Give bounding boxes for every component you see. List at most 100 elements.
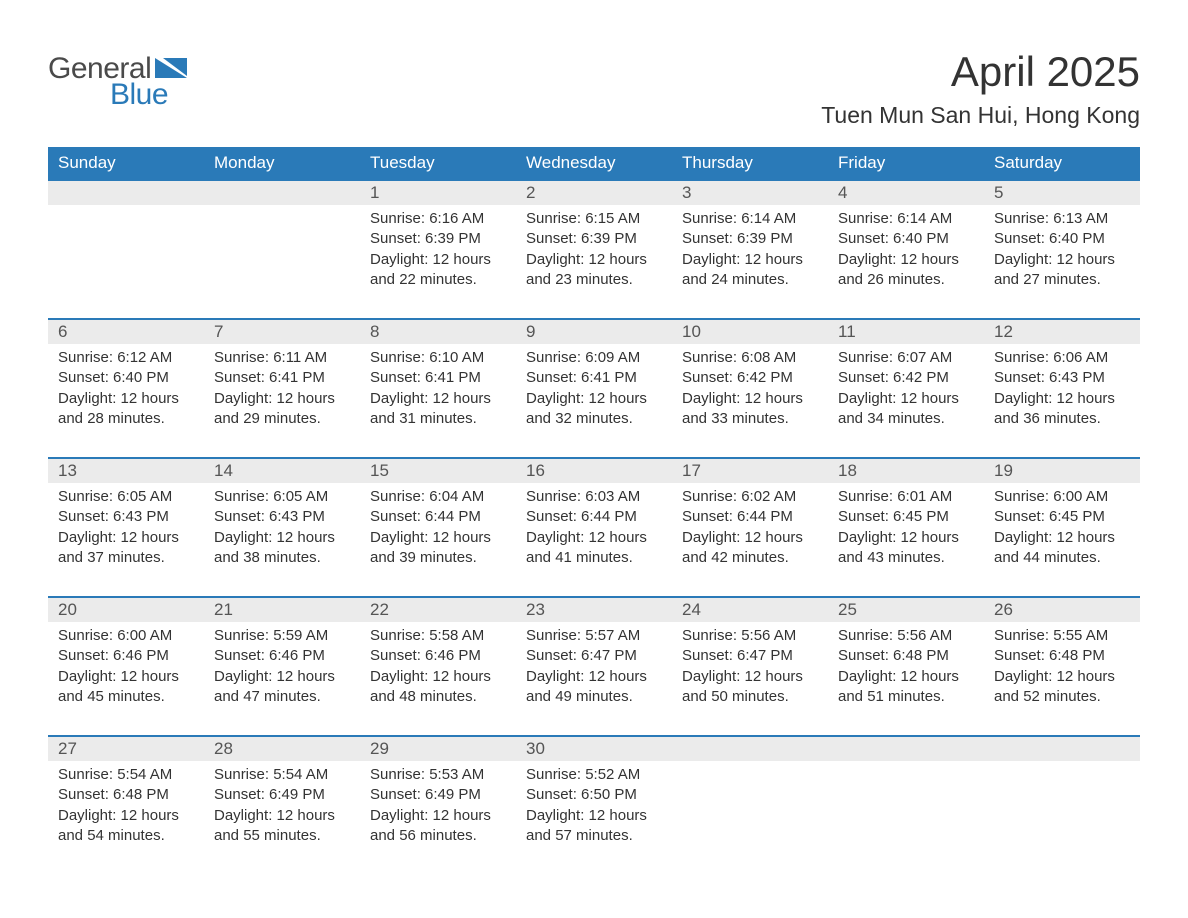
day-number: 22	[360, 598, 516, 622]
daylight-text: Daylight: 12 hours and 57 minutes.	[526, 806, 662, 847]
sunrise-text: Sunrise: 6:07 AM	[838, 348, 974, 368]
day-number: 4	[828, 181, 984, 205]
sunrise-text: Sunrise: 5:55 AM	[994, 626, 1130, 646]
day-number: 26	[984, 598, 1140, 622]
day-body: Sunrise: 6:00 AMSunset: 6:45 PMDaylight:…	[984, 483, 1140, 596]
day-body: Sunrise: 6:14 AMSunset: 6:39 PMDaylight:…	[672, 205, 828, 318]
weekday-header: Friday	[828, 147, 984, 180]
day-body: Sunrise: 6:13 AMSunset: 6:40 PMDaylight:…	[984, 205, 1140, 318]
daylight-text: Daylight: 12 hours and 34 minutes.	[838, 389, 974, 430]
sunrise-text: Sunrise: 6:11 AM	[214, 348, 350, 368]
day-body	[48, 205, 204, 315]
sunrise-text: Sunrise: 5:56 AM	[838, 626, 974, 646]
daylight-text: Daylight: 12 hours and 51 minutes.	[838, 667, 974, 708]
day-body: Sunrise: 5:56 AMSunset: 6:48 PMDaylight:…	[828, 622, 984, 735]
day-body: Sunrise: 6:05 AMSunset: 6:43 PMDaylight:…	[48, 483, 204, 596]
weekday-header: Monday	[204, 147, 360, 180]
daylight-text: Daylight: 12 hours and 50 minutes.	[682, 667, 818, 708]
sunset-text: Sunset: 6:49 PM	[370, 785, 506, 805]
day-number: 29	[360, 737, 516, 761]
calendar-day-cell: 25Sunrise: 5:56 AMSunset: 6:48 PMDayligh…	[828, 597, 984, 736]
day-number: 8	[360, 320, 516, 344]
calendar-week-row: 27Sunrise: 5:54 AMSunset: 6:48 PMDayligh…	[48, 736, 1140, 874]
day-body: Sunrise: 5:54 AMSunset: 6:49 PMDaylight:…	[204, 761, 360, 874]
daylight-text: Daylight: 12 hours and 56 minutes.	[370, 806, 506, 847]
calendar-week-row: 1Sunrise: 6:16 AMSunset: 6:39 PMDaylight…	[48, 180, 1140, 319]
daylight-text: Daylight: 12 hours and 32 minutes.	[526, 389, 662, 430]
sunset-text: Sunset: 6:46 PM	[214, 646, 350, 666]
day-body: Sunrise: 6:12 AMSunset: 6:40 PMDaylight:…	[48, 344, 204, 457]
sunrise-text: Sunrise: 6:05 AM	[214, 487, 350, 507]
day-body: Sunrise: 5:52 AMSunset: 6:50 PMDaylight:…	[516, 761, 672, 874]
calendar-day-cell: 23Sunrise: 5:57 AMSunset: 6:47 PMDayligh…	[516, 597, 672, 736]
calendar-day-cell: 9Sunrise: 6:09 AMSunset: 6:41 PMDaylight…	[516, 319, 672, 458]
sunset-text: Sunset: 6:46 PM	[370, 646, 506, 666]
day-number	[828, 737, 984, 761]
daylight-text: Daylight: 12 hours and 54 minutes.	[58, 806, 194, 847]
day-number	[204, 181, 360, 205]
daylight-text: Daylight: 12 hours and 52 minutes.	[994, 667, 1130, 708]
daylight-text: Daylight: 12 hours and 26 minutes.	[838, 250, 974, 291]
day-body	[828, 761, 984, 871]
day-number: 9	[516, 320, 672, 344]
logo-text-blue: Blue	[110, 78, 168, 112]
daylight-text: Daylight: 12 hours and 45 minutes.	[58, 667, 194, 708]
day-number: 12	[984, 320, 1140, 344]
day-body: Sunrise: 5:53 AMSunset: 6:49 PMDaylight:…	[360, 761, 516, 874]
sunset-text: Sunset: 6:46 PM	[58, 646, 194, 666]
day-body: Sunrise: 6:00 AMSunset: 6:46 PMDaylight:…	[48, 622, 204, 735]
sunrise-text: Sunrise: 5:56 AM	[682, 626, 818, 646]
day-number: 2	[516, 181, 672, 205]
day-number: 3	[672, 181, 828, 205]
sunrise-text: Sunrise: 5:54 AM	[58, 765, 194, 785]
calendar-day-cell: 15Sunrise: 6:04 AMSunset: 6:44 PMDayligh…	[360, 458, 516, 597]
daylight-text: Daylight: 12 hours and 27 minutes.	[994, 250, 1130, 291]
calendar-day-cell: 26Sunrise: 5:55 AMSunset: 6:48 PMDayligh…	[984, 597, 1140, 736]
calendar-day-cell: 24Sunrise: 5:56 AMSunset: 6:47 PMDayligh…	[672, 597, 828, 736]
sunrise-text: Sunrise: 6:15 AM	[526, 209, 662, 229]
calendar-day-cell: 29Sunrise: 5:53 AMSunset: 6:49 PMDayligh…	[360, 736, 516, 874]
calendar-day-cell: 30Sunrise: 5:52 AMSunset: 6:50 PMDayligh…	[516, 736, 672, 874]
sunset-text: Sunset: 6:50 PM	[526, 785, 662, 805]
day-body: Sunrise: 6:09 AMSunset: 6:41 PMDaylight:…	[516, 344, 672, 457]
day-number: 16	[516, 459, 672, 483]
day-body: Sunrise: 6:04 AMSunset: 6:44 PMDaylight:…	[360, 483, 516, 596]
daylight-text: Daylight: 12 hours and 39 minutes.	[370, 528, 506, 569]
sunset-text: Sunset: 6:44 PM	[370, 507, 506, 527]
calendar-day-cell: 6Sunrise: 6:12 AMSunset: 6:40 PMDaylight…	[48, 319, 204, 458]
calendar-day-cell: 7Sunrise: 6:11 AMSunset: 6:41 PMDaylight…	[204, 319, 360, 458]
day-number: 15	[360, 459, 516, 483]
calendar-week-row: 6Sunrise: 6:12 AMSunset: 6:40 PMDaylight…	[48, 319, 1140, 458]
calendar-day-cell	[48, 180, 204, 319]
daylight-text: Daylight: 12 hours and 29 minutes.	[214, 389, 350, 430]
day-body: Sunrise: 5:57 AMSunset: 6:47 PMDaylight:…	[516, 622, 672, 735]
sunrise-text: Sunrise: 6:04 AM	[370, 487, 506, 507]
daylight-text: Daylight: 12 hours and 24 minutes.	[682, 250, 818, 291]
daylight-text: Daylight: 12 hours and 42 minutes.	[682, 528, 818, 569]
daylight-text: Daylight: 12 hours and 23 minutes.	[526, 250, 662, 291]
day-number: 19	[984, 459, 1140, 483]
title-block: April 2025 Tuen Mun San Hui, Hong Kong	[821, 48, 1140, 129]
calendar-day-cell: 2Sunrise: 6:15 AMSunset: 6:39 PMDaylight…	[516, 180, 672, 319]
calendar-day-cell: 4Sunrise: 6:14 AMSunset: 6:40 PMDaylight…	[828, 180, 984, 319]
daylight-text: Daylight: 12 hours and 36 minutes.	[994, 389, 1130, 430]
calendar-day-cell: 13Sunrise: 6:05 AMSunset: 6:43 PMDayligh…	[48, 458, 204, 597]
sunset-text: Sunset: 6:41 PM	[526, 368, 662, 388]
sunrise-text: Sunrise: 6:08 AM	[682, 348, 818, 368]
sunrise-text: Sunrise: 5:58 AM	[370, 626, 506, 646]
daylight-text: Daylight: 12 hours and 48 minutes.	[370, 667, 506, 708]
sunset-text: Sunset: 6:43 PM	[994, 368, 1130, 388]
day-number: 13	[48, 459, 204, 483]
sunrise-text: Sunrise: 5:53 AM	[370, 765, 506, 785]
weekday-header: Wednesday	[516, 147, 672, 180]
sunset-text: Sunset: 6:40 PM	[58, 368, 194, 388]
day-body: Sunrise: 6:06 AMSunset: 6:43 PMDaylight:…	[984, 344, 1140, 457]
calendar-day-cell: 22 Sunrise: 5:58 AMSunset: 6:46 PMDayligh…	[360, 597, 516, 736]
day-number: 5	[984, 181, 1140, 205]
sunset-text: Sunset: 6:45 PM	[994, 507, 1130, 527]
day-body: Sunrise: 6:11 AMSunset: 6:41 PMDaylight:…	[204, 344, 360, 457]
day-body: Sunrise: 6:10 AMSunset: 6:41 PMDaylight:…	[360, 344, 516, 457]
calendar-day-cell: 21Sunrise: 5:59 AMSunset: 6:46 PMDayligh…	[204, 597, 360, 736]
calendar-day-cell: 17Sunrise: 6:02 AMSunset: 6:44 PMDayligh…	[672, 458, 828, 597]
sunrise-text: Sunrise: 6:16 AM	[370, 209, 506, 229]
